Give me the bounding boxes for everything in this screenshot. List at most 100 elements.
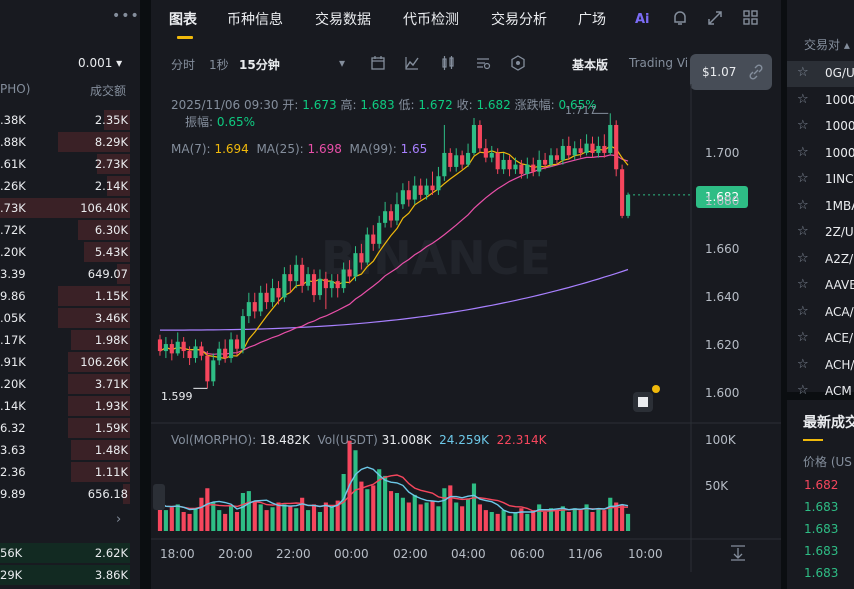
- candle-body[interactable]: [181, 341, 186, 352]
- star-icon[interactable]: ☆: [797, 197, 809, 213]
- candle-body[interactable]: [377, 222, 382, 244]
- pair-item[interactable]: ☆ ACE/: [787, 326, 854, 352]
- candle-body[interactable]: [625, 194, 631, 216]
- pair-item[interactable]: ☆ ACH/: [787, 353, 854, 379]
- expand-icon[interactable]: [705, 8, 725, 28]
- pair-item[interactable]: ☆ 1000: [787, 141, 854, 167]
- candle-body[interactable]: [240, 316, 245, 349]
- candle-body[interactable]: [602, 145, 607, 153]
- ask-row[interactable]: 3.63 1.48K: [0, 439, 140, 461]
- candle-body[interactable]: [246, 302, 251, 317]
- candle-body[interactable]: [317, 278, 323, 296]
- candle-body[interactable]: [412, 185, 417, 200]
- candle-body[interactable]: [341, 269, 346, 289]
- calendar-icon[interactable]: [369, 54, 387, 72]
- interval-timeline[interactable]: 分时: [171, 58, 196, 72]
- chart-area[interactable]: BINANCE 2025/11/06 09:30 开: 1.673 高: 1.6…: [151, 84, 781, 572]
- star-icon[interactable]: ☆: [797, 250, 809, 266]
- interval-dropdown-icon[interactable]: ▾: [339, 56, 346, 70]
- candle-body[interactable]: [383, 211, 388, 223]
- star-icon[interactable]: ☆: [797, 171, 809, 186]
- candle-body[interactable]: [359, 253, 364, 263]
- candle-body[interactable]: [436, 176, 441, 191]
- pair-item[interactable]: ☆ ACA/: [787, 300, 854, 326]
- pair-item[interactable]: ☆ 1000: [787, 114, 854, 140]
- ask-row[interactable]: .26K 2.14K: [0, 175, 140, 197]
- candle-body[interactable]: [371, 234, 376, 244]
- indicator-icon[interactable]: [403, 54, 421, 72]
- interval-1s[interactable]: 1秒: [209, 58, 229, 72]
- candle-body[interactable]: [566, 145, 571, 156]
- candle-body[interactable]: [217, 348, 222, 361]
- star-icon[interactable]: ☆: [797, 356, 809, 372]
- more-options-icon[interactable]: •••: [112, 8, 140, 24]
- star-icon[interactable]: ☆: [797, 144, 809, 160]
- candle-body[interactable]: [169, 344, 174, 354]
- candle-body[interactable]: [620, 169, 625, 216]
- pane-scroll-handle[interactable]: [153, 484, 165, 510]
- candle-body[interactable]: [578, 148, 583, 153]
- candle-body[interactable]: [335, 281, 340, 289]
- candle-body[interactable]: [205, 355, 210, 382]
- chevron-right-icon[interactable]: ›: [116, 512, 122, 527]
- ask-row[interactable]: .61K 2.73K: [0, 153, 140, 175]
- star-icon[interactable]: ☆: [797, 330, 809, 345]
- candle-body[interactable]: [234, 339, 240, 349]
- pair-item[interactable]: ☆ 2Z/U: [787, 220, 854, 246]
- candle-body[interactable]: [157, 339, 163, 352]
- candle-body[interactable]: [554, 155, 560, 160]
- candle-body[interactable]: [614, 124, 619, 170]
- candle-body[interactable]: [223, 348, 228, 359]
- candle-type-icon[interactable]: [439, 54, 457, 72]
- star-icon[interactable]: ☆: [797, 224, 809, 239]
- interval-15m[interactable]: 15分钟: [239, 58, 280, 72]
- candle-body[interactable]: [353, 253, 358, 277]
- bid-row[interactable]: 56K 2.62K: [0, 542, 140, 564]
- candle-body[interactable]: [270, 288, 275, 303]
- tab-chart[interactable]: 图表: [169, 12, 197, 28]
- candle-body[interactable]: [400, 190, 405, 205]
- candle-body[interactable]: [501, 159, 506, 170]
- ask-row[interactable]: .14K 1.93K: [0, 395, 140, 417]
- pair-item[interactable]: ☆ 0G/U: [787, 61, 854, 87]
- tab-square[interactable]: 广场: [578, 12, 606, 28]
- candle-body[interactable]: [477, 124, 482, 149]
- candle-body[interactable]: [199, 346, 204, 356]
- layout-grid-icon[interactable]: [741, 8, 761, 28]
- candle-body[interactable]: [306, 274, 311, 286]
- bid-row[interactable]: 29K 3.86K: [0, 564, 140, 586]
- candle-body[interactable]: [507, 159, 512, 170]
- ai-icon[interactable]: Ai: [634, 8, 654, 28]
- candle-body[interactable]: [264, 292, 269, 303]
- ask-row[interactable]: .91K 106.26K: [0, 351, 140, 373]
- candle-body[interactable]: [584, 143, 589, 153]
- pair-item[interactable]: ☆ ACM: [787, 379, 854, 405]
- candle-body[interactable]: [300, 264, 305, 286]
- candle-body[interactable]: [311, 274, 317, 296]
- candle-body[interactable]: [525, 164, 530, 174]
- candle-body[interactable]: [572, 148, 577, 156]
- candle-body[interactable]: [430, 185, 435, 191]
- candlestick-chart[interactable]: BINANCE: [151, 84, 781, 572]
- ask-row[interactable]: 9.89 656.18: [0, 483, 140, 505]
- candle-body[interactable]: [228, 339, 234, 359]
- candle-body[interactable]: [608, 124, 613, 153]
- candle-body[interactable]: [596, 145, 601, 153]
- ask-row[interactable]: .38K 2.35K: [0, 109, 140, 131]
- candle-body[interactable]: [394, 204, 400, 221]
- candle-body[interactable]: [406, 190, 411, 200]
- candle-body[interactable]: [442, 152, 447, 177]
- candle-body[interactable]: [560, 145, 565, 160]
- ask-row[interactable]: .05K 3.46K: [0, 307, 140, 329]
- star-icon[interactable]: ☆: [797, 65, 809, 80]
- pair-item[interactable]: ☆ A2Z/: [787, 247, 854, 273]
- star-icon[interactable]: ☆: [797, 303, 809, 319]
- ask-row[interactable]: .72K 6.30K: [0, 219, 140, 241]
- candle-body[interactable]: [548, 155, 554, 165]
- auto-scale-icon[interactable]: [731, 545, 745, 561]
- hexagon-icon[interactable]: [509, 54, 527, 72]
- candle-body[interactable]: [329, 281, 334, 289]
- tab-trade-analysis[interactable]: 交易分析: [491, 12, 547, 28]
- candle-body[interactable]: [163, 344, 168, 352]
- candle-body[interactable]: [418, 185, 423, 195]
